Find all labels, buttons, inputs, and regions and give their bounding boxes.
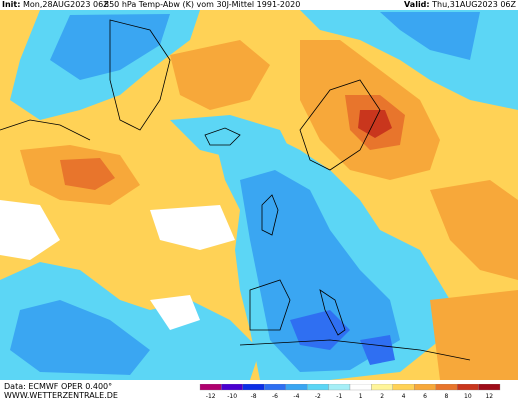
coast-scandinavia (299, 79, 381, 171)
coast-iceland (204, 127, 241, 146)
legend-tick-label: -6 (272, 393, 278, 400)
anomaly-region-deep-cold-2 (360, 335, 395, 365)
legend-tick-label: -8 (251, 393, 257, 400)
legend-swatch (199, 384, 222, 391)
coastlines (0, 19, 471, 361)
legend-swatch (221, 384, 244, 391)
init-value: Mon,28AUG2023 06Z (22, 0, 109, 9)
coast-italy (319, 289, 346, 336)
anomaly-region-middleeast-warm (430, 290, 518, 380)
valid-label: Valid: (404, 0, 430, 9)
coast-north-africa (239, 339, 471, 361)
anomaly-region-greenland-warm (170, 40, 270, 110)
coast-labrador (0, 119, 91, 141)
legend-tick-label: -10 (227, 393, 237, 400)
legend-swatch (456, 384, 479, 391)
legend-swatch (242, 384, 265, 391)
anomaly-region-neutral-ocean (150, 295, 200, 330)
anomaly-region-atlantic-cold-core (10, 300, 150, 375)
anomaly-region-iceland-cold (170, 115, 290, 160)
color-legend: -12 -10 -8 -6 -4 -2 -1 1 2 4 6 8 10 12 (196, 384, 506, 400)
init-label: Init: (2, 0, 21, 9)
legend-swatch (349, 384, 372, 391)
init-time-label: Init: Mon,28AUG2023 06Z (2, 0, 109, 10)
legend-tick-label: 4 (402, 393, 406, 400)
anomaly-region-neutral-mid (150, 205, 235, 250)
coast-britain (261, 194, 279, 236)
legend-tick-label: 6 (423, 393, 427, 400)
anomaly-region-neutral-atlantic (0, 200, 60, 260)
legend-swatch (392, 384, 415, 391)
legend-tick-label: 12 (485, 393, 493, 400)
legend-tick-label: -2 (315, 393, 321, 400)
coast-greenland (109, 19, 171, 131)
legend-bar: -12 -10 -8 -6 -4 -2 -1 1 2 4 6 8 10 12 (199, 384, 501, 400)
anomaly-region-scandinavia-hot (358, 110, 392, 138)
legend-tick-label: 10 (464, 393, 472, 400)
data-source-label: Data: ECMWF OPER 0.400° (4, 382, 113, 391)
legend-swatch (328, 384, 351, 391)
valid-time-label: Valid: Thu,31AUG2023 06Z (404, 0, 516, 10)
anomaly-region-labrador-hot (60, 158, 115, 190)
coast-iberia (249, 279, 291, 331)
legend-swatch (414, 384, 436, 391)
legend-swatch (435, 384, 458, 391)
legend-swatch (371, 384, 394, 391)
anomaly-region-europe-cold-core (240, 170, 400, 372)
legend-swatch (264, 384, 286, 391)
site-label: WWW.WETTERZENTRALE.DE (4, 391, 118, 400)
anomaly-region-deep-cold (290, 310, 350, 350)
legend-tick-label: -1 (336, 393, 342, 400)
legend-tick-label: 1 (359, 393, 363, 400)
legend-tick-label: 8 (445, 393, 449, 400)
legend-tick-label: -12 (206, 393, 216, 400)
legend-swatch (306, 384, 329, 391)
legend-tick-label: 2 (380, 393, 384, 400)
anomaly-region-arctic-cold-core (380, 12, 480, 60)
legend-tick-label: -4 (293, 393, 299, 400)
legend-swatch (478, 384, 501, 391)
valid-value: Thu,31AUG2023 06Z (432, 0, 516, 9)
anomaly-region-east-warm (430, 180, 518, 280)
map-title: 850 hPa Temp-Abw (K) vom 30J-Mittel 1991… (104, 0, 301, 9)
legend-swatch (285, 384, 308, 391)
